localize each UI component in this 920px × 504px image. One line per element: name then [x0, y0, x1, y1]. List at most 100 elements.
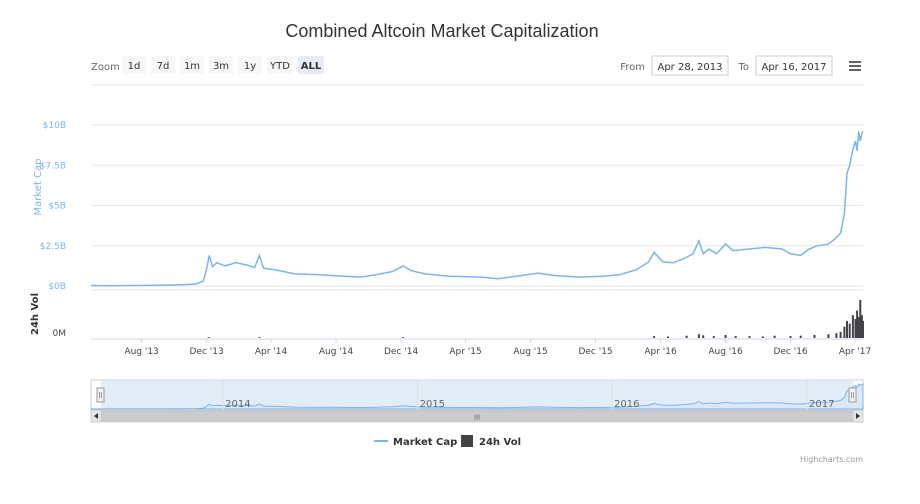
volume-bar	[799, 335, 802, 338]
zoom-button-label: ALL	[301, 61, 322, 72]
y-axis-title-market-cap: Market Cap	[33, 158, 44, 215]
x-tick-label: Aug '13	[124, 347, 158, 357]
navigator-year-label: 2015	[420, 399, 445, 410]
zoom-button-all[interactable]: ALL	[298, 56, 324, 74]
y-tick-label-volume: 0M	[53, 329, 67, 339]
volume-bar	[835, 333, 838, 338]
volume-bar	[702, 335, 705, 338]
zoom-button-label: 1y	[244, 61, 256, 72]
to-date-value: Apr 16, 2017	[761, 62, 826, 73]
y-tick-label: $0B	[48, 282, 66, 292]
volume-bar	[827, 334, 830, 338]
zoom-button-1m[interactable]: 1m	[180, 56, 204, 74]
legend-item-24h-vol[interactable]: 24h Vol	[461, 435, 521, 448]
x-tick-label: Dec '15	[578, 347, 612, 357]
x-tick-label: Apr '14	[255, 347, 288, 357]
x-tick-label: Aug '14	[319, 347, 354, 357]
zoom-label: Zoom	[91, 62, 120, 73]
navigator-series	[90, 383, 864, 410]
volume-bar	[839, 331, 842, 338]
legend-symbol-24h-vol	[461, 435, 473, 447]
volume-bar	[667, 336, 669, 338]
zoom-button-bg	[122, 56, 146, 74]
zoom-button-1y[interactable]: 1y	[238, 56, 262, 74]
scroll-left-arrow-icon[interactable]	[90, 409, 102, 423]
navigator-left-handle[interactable]	[96, 387, 105, 403]
volume-bar	[843, 326, 846, 338]
zoom-button-bg	[151, 56, 175, 74]
zoom-button-bg	[298, 56, 324, 74]
navigator-year-label: 2017	[809, 399, 834, 410]
legend-item-market-cap[interactable]: Market Cap	[374, 437, 457, 448]
x-tick-labels: Aug '13 Dec '13 Apr '14 Aug '14 Dec '14 Apr '…	[124, 339, 871, 357]
zoom-button-bg	[267, 56, 293, 74]
legend-label-market-cap: Market Cap	[393, 437, 457, 448]
zoom-button-1d[interactable]: 1d	[122, 56, 146, 74]
volume-bar	[857, 317, 860, 338]
x-tick-label: Dec '13	[190, 347, 224, 357]
volume-bar	[856, 310, 859, 338]
scroll-right-arrow-icon[interactable]	[852, 409, 864, 423]
zoom-button-label: YTD	[269, 61, 290, 72]
volume-bar	[653, 336, 656, 338]
legend-label-24h-vol: 24h Vol	[479, 437, 521, 448]
zoom-button-label: 1m	[184, 61, 200, 72]
volume-bar	[712, 336, 715, 338]
zoom-button-label: 7d	[157, 61, 170, 72]
scrollbar[interactable]: III	[90, 409, 864, 423]
volume-bar	[859, 300, 862, 338]
x-tick-label: Dec '16	[773, 347, 807, 357]
series-bars-24h-vol[interactable]	[207, 300, 864, 338]
navigator[interactable]: 2014 2015 2016 2017	[90, 379, 864, 411]
volume-bar	[258, 337, 261, 338]
y-tick-label: $5B	[48, 202, 66, 212]
credits-link[interactable]: Highcharts.com	[800, 455, 863, 464]
gridlines	[91, 124, 863, 291]
zoom-button-7d[interactable]: 7d	[151, 56, 175, 74]
volume-bar	[207, 337, 210, 338]
volume-bar	[813, 335, 816, 338]
from-date-input[interactable]	[651, 55, 729, 76]
zoom-button-bg	[238, 56, 262, 74]
volume-bar	[851, 315, 854, 338]
volume-bar	[734, 336, 737, 338]
volume-bar	[854, 319, 857, 338]
x-tick-label: Dec '14	[384, 347, 418, 357]
volume-bar	[789, 336, 792, 338]
series-line-market-cap[interactable]	[90, 130, 864, 287]
volume-bar	[860, 315, 863, 338]
y-tick-label: $10B	[43, 121, 66, 131]
scrollbar-grip-icon: III	[474, 414, 480, 422]
zoom-button-3m[interactable]: 3m	[209, 56, 233, 74]
zoom-button-label: 1d	[128, 61, 141, 72]
navigator-right-handle[interactable]	[848, 387, 857, 403]
x-tick-label: Apr '17	[839, 347, 871, 357]
zoom-buttons: 1d 7d 1m 3m 1y YTD ALL	[122, 56, 324, 74]
navigator-year-labels: 2014 2015 2016 2017	[222, 380, 835, 410]
chart-title: Combined Altcoin Market Capitalization	[285, 21, 598, 41]
hamburger-menu-icon[interactable]	[845, 57, 865, 75]
from-label: From	[620, 62, 645, 73]
volume-bar	[685, 335, 688, 338]
x-tick-label: Aug '16	[708, 347, 743, 357]
volume-bar	[862, 320, 864, 338]
x-tick-label: Apr '15	[449, 347, 481, 357]
volume-bar	[402, 337, 405, 338]
zoom-button-label: 3m	[213, 61, 229, 72]
y-tick-label: $2.5B	[40, 242, 66, 252]
from-date-value: Apr 28, 2013	[657, 62, 722, 73]
range-selector: Zoom 1d 7d 1m 3m 1y YTD ALL From Apr 28, 2013 …	[91, 55, 865, 76]
volume-bar	[773, 335, 776, 338]
zoom-button-bg	[209, 56, 233, 74]
to-date-input[interactable]	[755, 55, 833, 76]
y-tick-labels: $0B $2.5B $5B $7.5B $10B 0M	[40, 121, 66, 339]
navigator-year-label: 2014	[225, 399, 250, 410]
volume-bar	[697, 334, 700, 338]
y-tick-label: $7.5B	[40, 161, 66, 171]
zoom-button-bg	[180, 56, 204, 74]
x-tick-label: Aug '15	[513, 347, 547, 357]
zoom-button-ytd[interactable]: YTD	[267, 56, 293, 74]
to-label: To	[737, 62, 749, 73]
x-tick-label: Apr '16	[644, 347, 677, 357]
